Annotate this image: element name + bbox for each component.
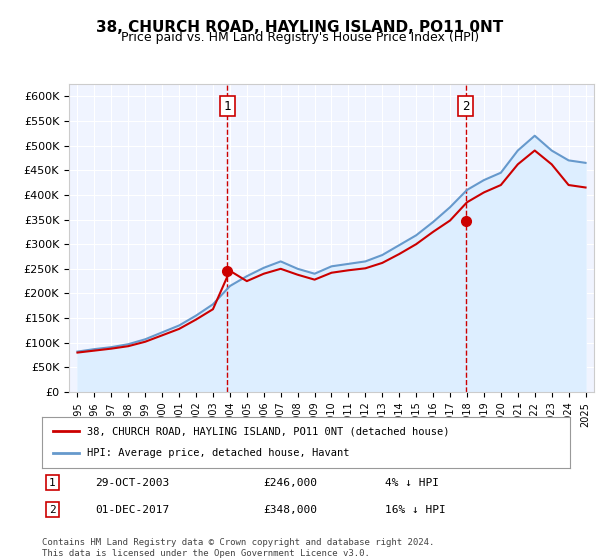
Text: This data is licensed under the Open Government Licence v3.0.: This data is licensed under the Open Gov… (42, 549, 370, 558)
Text: Contains HM Land Registry data © Crown copyright and database right 2024.: Contains HM Land Registry data © Crown c… (42, 538, 434, 547)
Text: 1: 1 (223, 100, 231, 113)
Text: 16% ↓ HPI: 16% ↓ HPI (385, 505, 446, 515)
Text: Price paid vs. HM Land Registry's House Price Index (HPI): Price paid vs. HM Land Registry's House … (121, 31, 479, 44)
Text: 29-OCT-2003: 29-OCT-2003 (95, 478, 169, 488)
Text: 1: 1 (49, 478, 56, 488)
Text: 01-DEC-2017: 01-DEC-2017 (95, 505, 169, 515)
Text: 38, CHURCH ROAD, HAYLING ISLAND, PO11 0NT: 38, CHURCH ROAD, HAYLING ISLAND, PO11 0N… (97, 20, 503, 35)
Text: HPI: Average price, detached house, Havant: HPI: Average price, detached house, Hava… (87, 449, 349, 459)
Text: £348,000: £348,000 (264, 505, 318, 515)
Text: 38, CHURCH ROAD, HAYLING ISLAND, PO11 0NT (detached house): 38, CHURCH ROAD, HAYLING ISLAND, PO11 0N… (87, 426, 449, 436)
Text: 2: 2 (49, 505, 56, 515)
Text: £246,000: £246,000 (264, 478, 318, 488)
Text: 4% ↓ HPI: 4% ↓ HPI (385, 478, 439, 488)
Text: 2: 2 (462, 100, 469, 113)
